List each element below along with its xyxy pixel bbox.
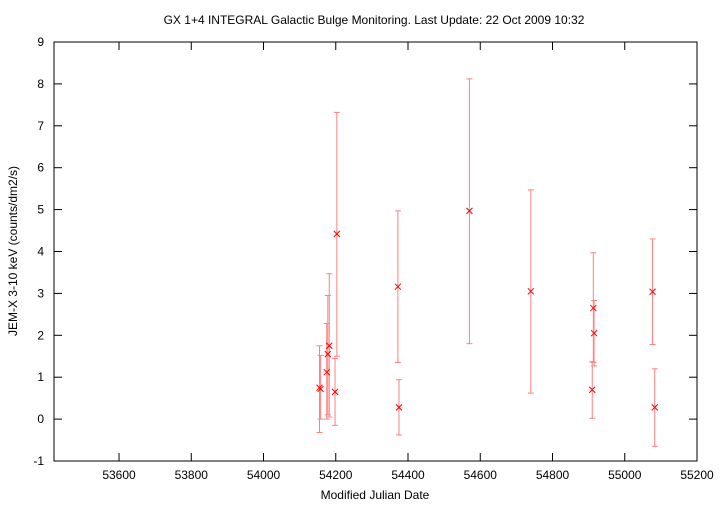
x-tick-label: 54400 (391, 468, 425, 482)
x-axis: 53600 53800 54000 54200 54400 54600 54800 55000… (102, 42, 714, 482)
y-tick-label: 3 (37, 286, 44, 300)
data-point-cross-b (325, 342, 333, 350)
y-axis-label: JEM-X 3-10 keV (counts/dm2/s) (6, 166, 20, 336)
data-point (394, 283, 402, 291)
x-tick-label: 55200 (680, 468, 714, 482)
plot-frame (53, 41, 698, 462)
data-point (527, 287, 535, 295)
data-point (651, 404, 659, 411)
x-tick-label: 54200 (319, 468, 353, 482)
y-tick-label: 1 (37, 370, 44, 384)
x-tick-label: 53600 (102, 468, 136, 482)
data-point (589, 304, 597, 312)
data-point-cross-b (317, 385, 324, 393)
chart-title: GX 1+4 INTEGRAL Galactic Bulge Monitorin… (164, 13, 585, 27)
data-point-cross-b (394, 283, 402, 291)
data-point (325, 342, 333, 350)
y-tick-label: 0 (37, 412, 44, 426)
data-point-cross-b (466, 207, 473, 215)
data-point (590, 329, 598, 337)
y-tick-label: 8 (37, 77, 44, 91)
x-tick-label: 54800 (536, 468, 570, 482)
data-point (466, 207, 473, 215)
data-point-cross-b (323, 368, 331, 376)
data-point-cross-b (589, 304, 597, 312)
data-point (333, 230, 341, 238)
data-point-cross-b (331, 388, 339, 396)
error-bars (316, 78, 658, 447)
data-point-cross-b (649, 288, 656, 296)
data-point-cross-b (333, 230, 341, 238)
data-point (649, 288, 656, 296)
x-tick-label: 54600 (464, 468, 498, 482)
y-tick-label: 6 (37, 161, 44, 175)
y-tick-label: -1 (33, 454, 44, 468)
data-point-cross-b (651, 404, 659, 411)
data-markers (316, 207, 659, 411)
y-tick-label: 9 (37, 35, 44, 49)
data-point (323, 368, 331, 376)
x-axis-label: Modified Julian Date (321, 488, 430, 502)
x-tick-label: 53800 (175, 468, 209, 482)
data-point-cross-b (527, 287, 535, 295)
data-point (331, 388, 339, 396)
y-tick-label: 4 (37, 245, 44, 259)
y-tick-label: 5 (37, 203, 44, 217)
data-point (324, 350, 332, 358)
x-tick-label: 54000 (247, 468, 281, 482)
data-point (588, 386, 596, 394)
data-point (395, 404, 403, 411)
data-point (317, 385, 324, 393)
y-axis: -1 0 1 2 3 4 5 6 7 8 9 (33, 35, 697, 468)
x-tick-label: 55000 (608, 468, 642, 482)
data-point-cross-b (588, 386, 596, 394)
data-point-cross-b (395, 404, 403, 411)
y-tick-label: 2 (37, 328, 44, 342)
y-tick-label: 7 (37, 119, 44, 133)
data-point-cross-b (590, 329, 598, 337)
data-point-cross-b (324, 350, 332, 358)
